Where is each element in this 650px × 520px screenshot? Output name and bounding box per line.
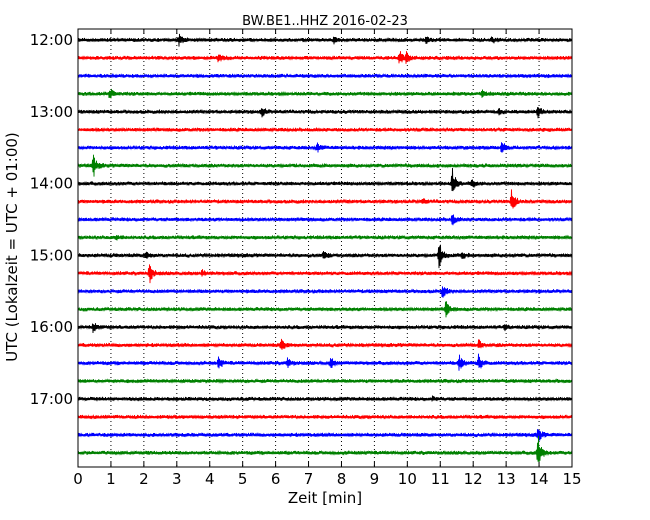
trace-1245 — [77, 88, 573, 99]
x-tick-label: 11 — [431, 470, 450, 488]
y-axis: 12:00 13:00 14:00 15:00 16:00 17:00 — [30, 31, 572, 408]
chart-title: BW.BE1..HHZ 2016-02-23 — [242, 14, 408, 29]
trace-1500 — [77, 244, 573, 269]
trace-1430 — [77, 214, 573, 226]
x-tick-label: 6 — [271, 470, 281, 488]
trace-1215 — [77, 51, 573, 64]
x-tick-label: 8 — [337, 470, 347, 488]
x-tick-label: 12 — [464, 470, 483, 488]
y-tick-label: 13:00 — [30, 103, 73, 121]
y-tick-label: 16:00 — [30, 318, 73, 336]
x-tick-label: 13 — [497, 470, 516, 488]
trace-1645 — [77, 378, 573, 384]
x-axis-label: Zeit [min] — [288, 489, 362, 507]
x-tick-label: 0 — [73, 470, 83, 488]
plot-area — [77, 28, 573, 468]
trace-1315 — [77, 126, 573, 133]
trace-1345 — [77, 154, 573, 177]
trace-1445 — [77, 234, 573, 241]
trace-1700 — [77, 395, 573, 402]
y-tick-label: 17:00 — [30, 390, 73, 408]
x-tick-label: 5 — [238, 470, 248, 488]
trace-1230 — [77, 72, 573, 79]
trace-1530 — [77, 286, 573, 298]
trace-1415 — [77, 189, 573, 209]
trace-1630 — [77, 353, 573, 371]
y-tick-label: 14:00 — [30, 175, 73, 193]
trace-1730 — [77, 429, 573, 442]
y-tick-label: 12:00 — [30, 31, 73, 49]
trace-1400 — [77, 167, 573, 192]
y-axis-label: UTC (Lokalzeit = UTC + 01:00) — [3, 132, 21, 362]
y-tick-label: 15:00 — [30, 246, 73, 264]
x-tick-label: 1 — [106, 470, 116, 488]
trace-1515 — [77, 264, 573, 284]
trace-1615 — [77, 338, 573, 350]
trace-1200 — [77, 33, 573, 47]
x-tick-label: 14 — [530, 470, 549, 488]
trace-1600 — [77, 323, 573, 334]
x-tick-label: 3 — [172, 470, 182, 488]
x-tick-label: 2 — [139, 470, 149, 488]
trace-1300 — [77, 107, 573, 119]
x-tick-label: 7 — [304, 470, 314, 488]
x-tick-label: 15 — [562, 470, 581, 488]
trace-1330 — [77, 142, 573, 153]
trace-1545 — [77, 301, 573, 318]
trace-1715 — [77, 414, 573, 420]
x-axis: 0 1 2 3 4 5 6 7 8 9 10 11 12 13 14 15 — [73, 29, 582, 488]
x-tick-label: 4 — [205, 470, 215, 488]
trace-1745 — [77, 435, 573, 465]
plot-frame — [77, 28, 573, 468]
x-tick-label: 9 — [370, 470, 380, 488]
x-tick-label: 10 — [398, 470, 417, 488]
